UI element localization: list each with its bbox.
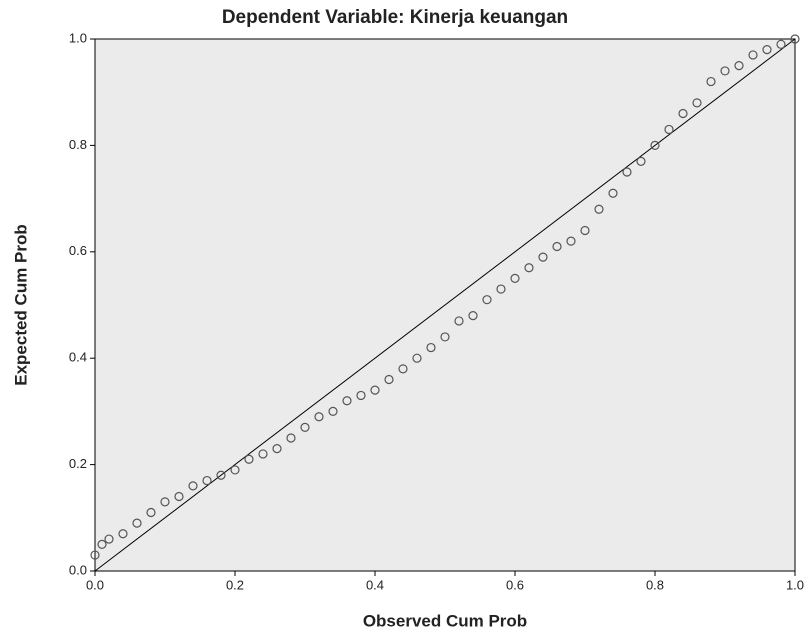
y-tick-label: 0.6 [69, 243, 87, 258]
y-tick-label: 0.4 [69, 350, 87, 365]
point [272, 444, 282, 454]
point [468, 311, 478, 321]
x-tick-label: 0.6 [506, 577, 524, 592]
point [216, 470, 226, 480]
point [580, 225, 590, 236]
point [510, 273, 520, 283]
y-tick-label: 1.0 [69, 30, 87, 45]
point [90, 550, 100, 560]
x-tick-label: 0.4 [366, 577, 384, 592]
point [342, 396, 352, 406]
point [734, 60, 744, 71]
point [692, 98, 702, 108]
point [524, 263, 534, 273]
point [244, 454, 254, 464]
point [286, 433, 296, 443]
y-tick-label: 0.8 [69, 137, 87, 152]
point [748, 50, 758, 60]
point [664, 124, 674, 135]
point [790, 34, 800, 44]
x-tick-label: 1.0 [786, 577, 804, 592]
point [566, 236, 576, 246]
point [636, 156, 646, 166]
point [594, 204, 604, 214]
point [174, 491, 184, 502]
x-tick-label: 0.2 [226, 577, 244, 592]
point [538, 252, 548, 262]
point [202, 475, 212, 486]
y-tick-label: 0.0 [69, 562, 87, 577]
point [300, 422, 310, 432]
point [650, 140, 660, 150]
point [188, 481, 198, 491]
point [328, 406, 338, 416]
point [160, 497, 170, 507]
point [622, 167, 632, 177]
point [482, 295, 492, 305]
point [552, 241, 562, 252]
point [370, 385, 380, 395]
point [762, 45, 772, 55]
point [230, 465, 240, 475]
point [720, 66, 730, 76]
point [356, 390, 366, 401]
x-axis-label: Observed Cum Prob [363, 611, 527, 630]
point [258, 449, 268, 459]
point [384, 374, 394, 385]
point [412, 353, 422, 363]
point [440, 332, 450, 342]
point [678, 108, 688, 119]
y-axis-label: Expected Cum Prob [11, 224, 30, 386]
reference-line [94, 38, 796, 572]
point [454, 316, 464, 326]
point [776, 39, 786, 49]
chart-title: Dependent Variable: Kinerja keuangan [222, 7, 568, 28]
point [314, 412, 324, 422]
x-tick-label: 0.0 [86, 577, 104, 592]
y-tick-label: 0.2 [69, 456, 87, 471]
point [104, 534, 114, 544]
point [398, 364, 408, 374]
point [706, 76, 716, 87]
point [146, 507, 156, 518]
point [97, 539, 107, 550]
point [608, 188, 618, 198]
point [496, 284, 506, 294]
point [132, 518, 142, 528]
x-tick-label: 0.8 [646, 577, 664, 592]
point [426, 342, 436, 353]
point [118, 529, 128, 539]
